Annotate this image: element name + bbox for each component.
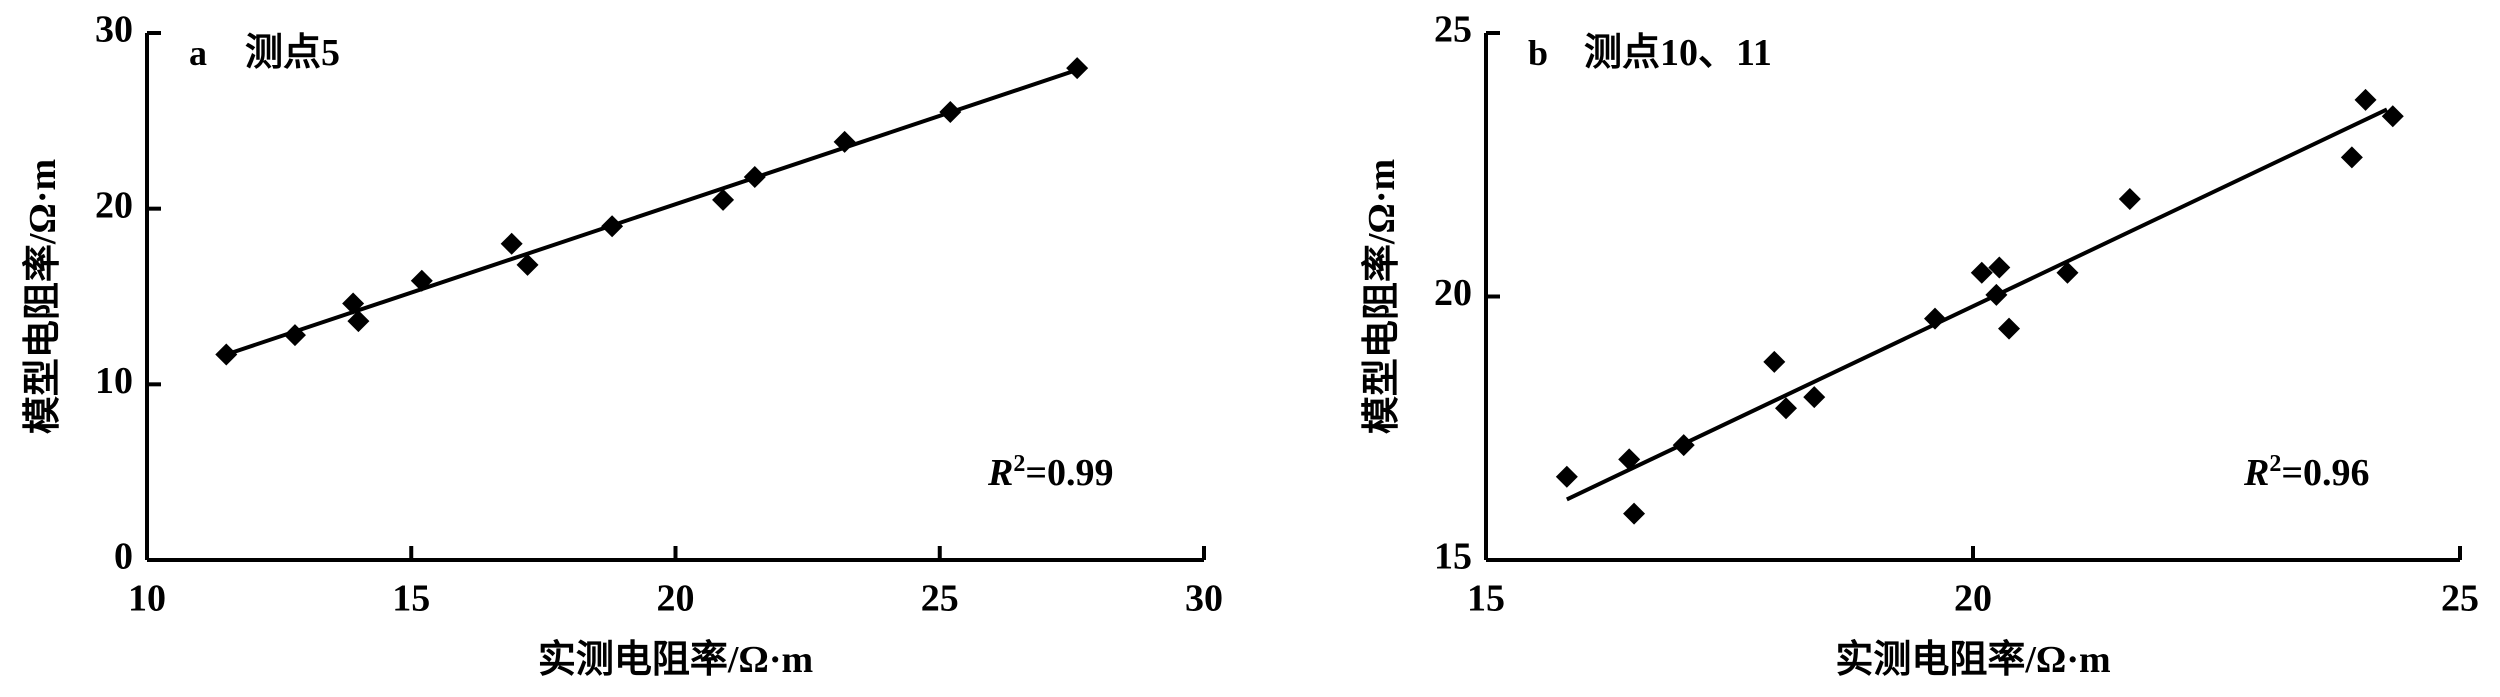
point: [342, 292, 365, 315]
point: [1970, 261, 1993, 284]
y-tick-label: 10: [95, 360, 133, 402]
x-tick-label: 10: [128, 578, 166, 620]
point: [1555, 465, 1578, 488]
point: [1988, 256, 2011, 279]
x-tick-label: 25: [921, 578, 959, 620]
x-tick-label: 15: [392, 578, 430, 620]
panel-label: b: [1528, 33, 1548, 73]
point: [2056, 261, 2079, 284]
point: [1066, 57, 1089, 80]
point: [215, 343, 238, 366]
x-axis-title: 实测电阻率/Ω·m: [1835, 639, 2110, 681]
point: [1623, 502, 1646, 525]
panel-label: a: [189, 33, 207, 73]
x-tick-label: 30: [1185, 578, 1223, 620]
point: [516, 253, 539, 276]
point: [743, 166, 766, 189]
x-tick-label: 15: [1467, 578, 1505, 620]
y-axis-title: 模型电阻率/Ω·m: [22, 159, 64, 434]
point: [2381, 105, 2404, 128]
r-squared: R2=0.99: [987, 451, 1114, 494]
point: [939, 101, 962, 124]
point: [2340, 146, 2363, 169]
point: [410, 269, 433, 292]
fit-line: [1565, 107, 2388, 502]
point: [1774, 397, 1797, 420]
point: [833, 130, 856, 153]
r-symbol: R: [987, 452, 1013, 494]
point: [1985, 283, 2008, 306]
r-value: =0.96: [2281, 452, 2369, 494]
panel-title: 测点10、11: [1584, 32, 1772, 74]
x-tick-label: 20: [657, 578, 695, 620]
point: [2354, 88, 2377, 111]
y-tick-label: 20: [1434, 272, 1472, 314]
x-tick-label: 20: [1954, 578, 1992, 620]
point: [1672, 434, 1695, 457]
point: [2118, 188, 2141, 211]
r-superscript: 2: [2269, 451, 2281, 477]
r-symbol: R: [2243, 452, 2269, 494]
y-tick-label: 30: [95, 9, 133, 51]
r-value: =0.99: [1025, 452, 1113, 494]
x-tick-label: 25: [2441, 578, 2479, 620]
point: [712, 188, 735, 211]
point: [1763, 350, 1786, 373]
y-tick-label: 0: [114, 536, 133, 578]
point: [500, 232, 523, 255]
point: [601, 215, 624, 238]
point: [1618, 448, 1641, 471]
fit-line: [225, 67, 1078, 357]
r-superscript: 2: [1013, 451, 1025, 477]
panel-title: 测点5: [245, 32, 340, 74]
point: [347, 310, 370, 333]
r-squared: R2=0.96: [2243, 451, 2370, 494]
y-tick-label: 15: [1434, 536, 1472, 578]
point: [1998, 317, 2021, 340]
point: [1803, 386, 1826, 409]
point: [283, 324, 306, 347]
x-axis-title: 实测电阻率/Ω·m: [538, 639, 813, 681]
y-tick-label: 20: [95, 184, 133, 226]
point: [1924, 307, 1947, 330]
y-tick-label: 25: [1434, 9, 1472, 51]
y-axis-title: 模型电阻率/Ω·m: [1361, 159, 1403, 434]
